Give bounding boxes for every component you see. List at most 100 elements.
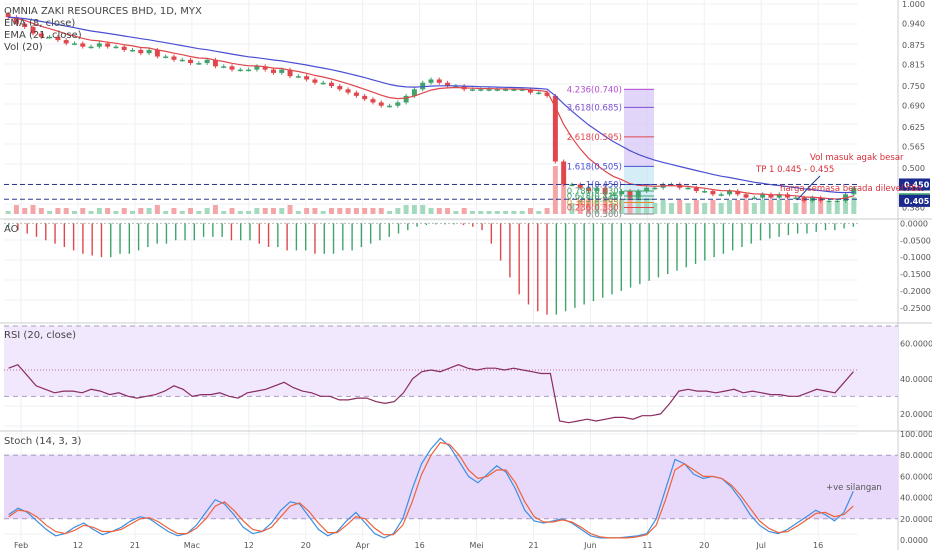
legend-ema-21: EMA (21, close) [4, 30, 82, 41]
candle-body [469, 89, 475, 91]
price-axis: 1.000 0.940 0.875 0.815 0.750 0.690 0.625 0.565… [899, 0, 932, 545]
time-tick-label: 16 [813, 541, 823, 550]
candle-body [378, 102, 384, 106]
volume-bar [378, 208, 384, 214]
volume-bar [13, 205, 19, 214]
price-badge [899, 178, 930, 191]
volume-bar [635, 197, 641, 214]
time-tick-label: Apr [356, 541, 371, 550]
volume-bar [30, 205, 36, 214]
chart-title: OMNIA ZAKI RESOURCES BHD, 1D, MYX [4, 6, 202, 17]
candle-body [196, 63, 202, 65]
annotations: Vol masuk agak besar TP 1 0.445 - 0.455 ha… [755, 153, 922, 493]
volume-bar [71, 211, 77, 214]
ao-tick-label: -0.1500 [900, 270, 931, 279]
volume-bar [536, 211, 542, 214]
ao-histogram [4, 222, 858, 315]
time-tick-label: 16 [415, 541, 425, 550]
candle-body [113, 46, 119, 49]
candle-body [362, 95, 368, 100]
candle-body [519, 89, 525, 91]
volume-bar [237, 211, 243, 214]
candle-body [188, 59, 194, 64]
volume-bar [519, 211, 525, 214]
rsi-line [8, 363, 854, 424]
candle-body [5, 13, 11, 18]
price-tick-label: 0.380 [902, 203, 925, 212]
volume-bar [801, 200, 807, 214]
fib-level-label: 0.5(0.405) [578, 195, 622, 205]
volume-bar [345, 208, 351, 214]
volume-bar [602, 197, 608, 214]
stoch-panel [4, 437, 898, 539]
volume-bar [743, 200, 749, 214]
fib-level-label: 0.786(0.430) [567, 187, 622, 197]
candle-body [270, 69, 276, 73]
rsi-tick-label: 40.0000 [900, 375, 932, 384]
ema-8-line [7, 16, 855, 200]
volume-bar [561, 182, 567, 214]
volume-bar [851, 197, 857, 214]
volume-bar [304, 208, 310, 214]
volume-bar [212, 205, 218, 214]
volume-bar [130, 211, 136, 214]
fib-zone-upper [624, 88, 654, 167]
volume-bar [138, 208, 144, 214]
volume-bar [478, 211, 484, 214]
stoch-band [4, 455, 898, 519]
candle-body [304, 76, 310, 80]
candle-body [353, 92, 359, 96]
volume-bar [718, 203, 724, 214]
volume-bar [96, 208, 102, 214]
time-tick-label: Mei [470, 541, 484, 550]
candle-body [627, 191, 633, 198]
candle-body [486, 89, 492, 91]
volume-bar [47, 211, 53, 214]
volume-bar [163, 211, 169, 214]
candle-body [312, 79, 318, 83]
volume-bar [652, 203, 658, 214]
candle-body [154, 49, 160, 57]
candle-body [726, 191, 732, 195]
volume-bar [5, 211, 11, 214]
candle-body [751, 197, 757, 200]
volume-bar [461, 208, 467, 214]
candle-body [237, 69, 243, 72]
fib-level-labels: 4.236(0.740) 3.618(0.685) 2.618(0.595) 1.61… [567, 85, 654, 220]
volume-bar [179, 211, 185, 214]
fib-level-label: 2.618(0.595) [567, 133, 622, 143]
volume-bar [610, 203, 616, 214]
ao-tick-label: -0.1000 [900, 253, 931, 262]
candle-body [710, 191, 716, 195]
volume-bar [270, 208, 276, 214]
candle-body [702, 191, 708, 193]
volume-bar [494, 211, 500, 214]
rsi-panel [4, 325, 898, 424]
volume-bar [793, 203, 799, 214]
time-tick-label: Jun [583, 541, 597, 550]
volume-bar [660, 200, 666, 214]
volume-bar [668, 203, 674, 214]
price-badge [899, 194, 930, 207]
fib-level-label: 1.618(0.505) [567, 162, 622, 172]
candle-body [221, 66, 227, 68]
candle-body [121, 46, 127, 50]
time-tick-label: Mac [184, 541, 200, 550]
candle-body [561, 161, 567, 185]
volume-bar [113, 211, 119, 214]
volume-bar [395, 208, 401, 214]
stoch-tick-label: 0.0000 [900, 536, 928, 545]
ao-tick-label: -0.2500 [900, 304, 931, 313]
volume-bar [353, 208, 359, 214]
volume-bar [677, 200, 683, 214]
candle-body [494, 89, 500, 91]
ao-title: AO [4, 224, 19, 235]
volume-bar [685, 203, 691, 214]
candle-body [38, 33, 44, 37]
stoch-tick-label: 40.0000 [900, 494, 932, 503]
volume-bar [154, 205, 160, 214]
volume-bar [760, 200, 766, 214]
rsi-title: RSI (20, close) [4, 330, 76, 341]
volume-bar [577, 200, 583, 214]
volume-bars [5, 166, 857, 214]
